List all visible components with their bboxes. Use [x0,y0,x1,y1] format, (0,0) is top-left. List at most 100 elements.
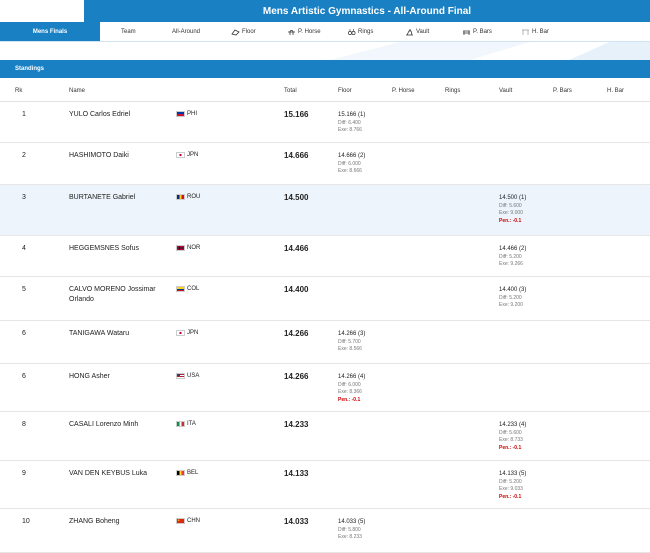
vault-score: 14.500 (1) [499,195,527,201]
country-code: ROU [187,194,201,200]
country-flag-icon [176,518,185,524]
athlete-name[interactable]: BURTANETE Gabriel [69,194,136,201]
country-flag-icon [176,111,185,117]
tab-all-around[interactable]: All-Around [172,22,200,41]
difficulty-score: Diff: 5.800 [338,526,361,533]
tab-label: Vault [416,29,430,35]
col-vault[interactable]: Vault [499,88,513,94]
difficulty-score: Diff: 6.000 [338,381,361,388]
rank-cell: 5 [22,286,26,293]
country-code: USA [187,373,200,379]
vault-score: 14.133 (5) [499,471,527,477]
col-pommel-horse[interactable]: P. Horse [392,88,415,94]
athlete-name[interactable]: YULO Carlos Edriel [69,111,131,118]
table-row[interactable]: 8 CASALI Lorenzo Minh ITA 14.233 14.233 (4) D… [0,412,650,461]
country-cell: USA [176,373,199,379]
tab-label: P. Horse [298,29,321,35]
rank-cell: 10 [22,518,30,525]
col-floor[interactable]: Floor [338,88,352,94]
difficulty-score: Diff: 5.600 [499,202,522,209]
header-decoration [0,42,650,60]
penalty: Pen.: -0.1 [338,396,361,403]
tab-label: Team [121,29,136,35]
vault-score: 14.233 (4) [499,422,527,428]
country-code: COL [187,286,200,292]
table-row[interactable]: 4 HEGGEMSNES Sofus NOR 14.466 14.466 (2) Diff… [0,236,650,277]
table-row[interactable]: 6 TANIGAWA Wataru JPN 14.266 14.266 (3) Diff:… [0,321,650,364]
rank-cell: 1 [22,111,26,118]
athlete-name[interactable]: CALVO MORENO Jossimar Orlando [69,286,156,303]
vault-score-cell: 14.500 (1) Diff: 5.600 Exe: 9.000 Pen.: -0.… [499,195,526,225]
total-score: 14.466 [284,244,309,253]
table-row[interactable]: 10 ZHANG Boheng CHN 14.033 14.033 (5) Diff: 5… [0,509,650,553]
total-score: 14.666 [284,151,309,160]
table-row[interactable]: 5 CALVO MORENO Jossimar Orlando COL 14.400 1… [0,277,650,321]
tab-p-bars[interactable]: P. Bars [462,22,492,41]
athlete-name[interactable]: CASALI Lorenzo Minh [69,421,139,428]
floor-score: 14.266 (3) [338,331,366,337]
vault-score: 14.400 (3) [499,287,527,293]
col-rank[interactable]: Rk [15,88,23,94]
parallel-bars-icon [462,29,471,36]
tab-rings[interactable]: Rings [347,22,373,41]
vault-score-cell: 14.133 (5) Diff: 5.200 Exe: 9.033 Pen.: -0.… [499,471,526,501]
athlete-name[interactable]: HASHIMOTO Daiki [69,152,129,159]
table-row[interactable]: 9 VAN DEN KEYBUS Luka BEL 14.133 14.133 (5) D… [0,461,650,509]
total-score: 14.266 [284,329,309,338]
difficulty-score: Diff: 6.400 [338,119,361,126]
tab-vault[interactable]: Vault [405,22,429,41]
table-row[interactable]: 2 HASHIMOTO Daiki JPN 14.666 14.666 (2) Diff:… [0,143,650,185]
col-total[interactable]: Total [284,88,297,94]
col-high-bar[interactable]: H. Bar [607,88,625,94]
table-header: Rk Name Total Floor P. Horse Rings Vault… [0,78,650,102]
tab-p-horse[interactable]: P. Horse [287,22,321,41]
athlete-name[interactable]: TANIGAWA Wataru [69,330,130,337]
floor-score-cell: 14.266 (3) Diff: 5.700 Exe: 8.566 [338,331,365,354]
execution-score: Exe: 9.000 [499,210,523,216]
country-flag-icon [176,373,185,379]
country-flag-icon [176,152,185,158]
tab-h-bar[interactable]: H. Bar [521,22,549,41]
difficulty-score: Diff: 6.000 [338,160,361,167]
country-cell: CHN [176,518,200,524]
country-code: JPN [187,330,199,336]
execution-score: Exe: 8.366 [338,389,362,395]
floor-score: 14.033 (5) [338,519,366,525]
tab-mens-finals[interactable]: Mens Finals [0,22,100,41]
vault-score-cell: 14.233 (4) Diff: 5.600 Exe: 8.733 Pen.: -0.… [499,422,526,452]
rank-cell: 6 [22,330,26,337]
floor-score: 14.666 (2) [338,153,366,159]
vault-score-cell: 14.400 (3) Diff: 5.200 Exe: 9.200 [499,287,526,310]
country-cell: JPN [176,152,198,158]
country-cell: JPN [176,330,198,336]
floor-score: 15.166 (1) [338,112,366,118]
table-row[interactable]: 3 BURTANETE Gabriel ROU 14.500 14.500 (1) Dif… [0,185,650,236]
col-rings[interactable]: Rings [445,88,461,94]
rank-cell: 8 [22,421,26,428]
athlete-name[interactable]: HONG Asher [69,373,110,380]
pommel-horse-icon [287,29,296,36]
country-flag-icon [176,286,185,292]
floor-score-cell: 15.166 (1) Diff: 6.400 Exe: 8.766 [338,112,365,135]
total-score: 15.166 [284,110,309,119]
athlete-name[interactable]: VAN DEN KEYBUS Luka [69,470,148,477]
execution-score: Exe: 8.766 [338,127,362,133]
athlete-name[interactable]: HEGGEMSNES Sofus [69,245,140,252]
col-name[interactable]: Name [69,88,86,94]
country-cell: COL [176,286,199,292]
tab-team[interactable]: Team [121,22,136,41]
decorative-shape [330,42,530,60]
floor-score: 14.266 (4) [338,374,366,380]
table-row[interactable]: 1 YULO Carlos Edriel PHI 15.166 15.166 (1) Di… [0,102,650,143]
country-code: BEL [187,470,199,476]
rings-icon [347,29,356,36]
country-cell: PHI [176,111,197,117]
col-parallel-bars[interactable]: P. Bars [553,88,572,94]
difficulty-score: Diff: 5.200 [499,253,522,260]
difficulty-score: Diff: 5.600 [499,429,522,436]
athlete-name[interactable]: ZHANG Boheng [69,518,120,525]
tab-floor[interactable]: Floor [231,22,256,41]
execution-score: Exe: 8.733 [499,437,523,443]
rank-cell: 4 [22,245,26,252]
table-row[interactable]: 6 HONG Asher USA 14.266 14.266 (4) Diff: 6.00… [0,364,650,412]
